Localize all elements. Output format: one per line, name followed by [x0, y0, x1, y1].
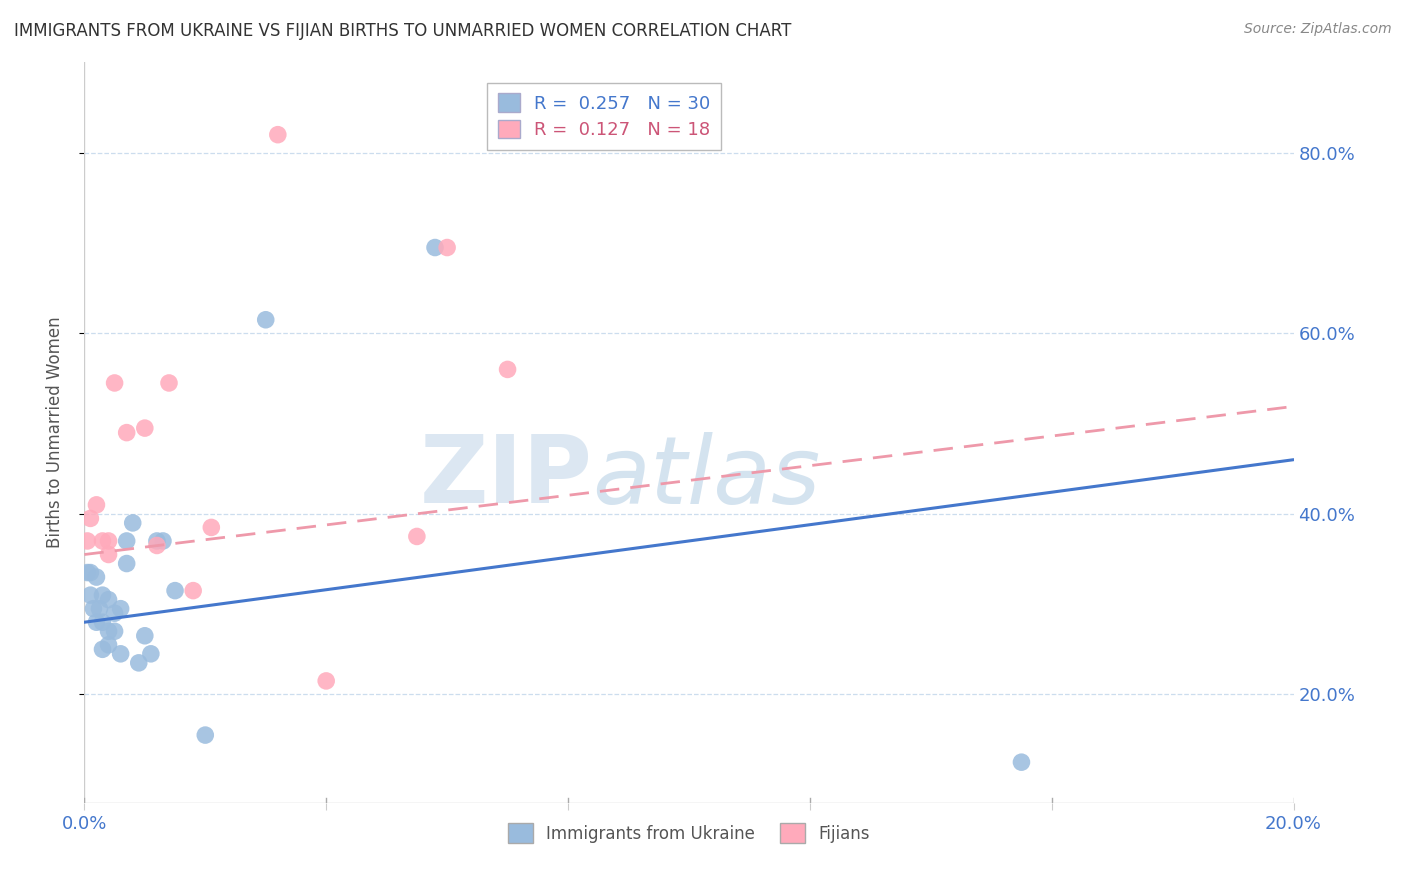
Point: [86, 615, 108, 630]
Point: [97, 592, 120, 607]
Point: [436, 241, 458, 255]
Text: Source: ZipAtlas.com: Source: ZipAtlas.com: [1244, 22, 1392, 37]
Point: [91, 615, 114, 630]
Point: [128, 656, 150, 670]
Point: [1011, 755, 1033, 769]
Point: [79, 511, 101, 525]
Point: [152, 533, 174, 548]
Point: [115, 557, 138, 571]
Point: [254, 312, 277, 326]
Point: [104, 376, 127, 390]
Point: [194, 728, 217, 742]
Point: [104, 606, 127, 620]
Point: [97, 533, 120, 548]
Point: [86, 498, 108, 512]
Point: [315, 673, 337, 688]
Point: [146, 533, 169, 548]
Text: ZIP: ZIP: [419, 431, 592, 523]
Point: [97, 638, 120, 652]
Point: [181, 583, 204, 598]
Point: [89, 601, 111, 615]
Point: [76, 533, 98, 548]
Y-axis label: Births to Unmarried Women: Births to Unmarried Women: [45, 317, 63, 549]
Point: [134, 421, 156, 435]
Point: [104, 624, 127, 639]
Point: [91, 533, 114, 548]
Point: [76, 566, 98, 580]
Point: [146, 539, 169, 553]
Point: [200, 520, 222, 534]
Point: [115, 533, 138, 548]
Point: [91, 642, 114, 657]
Point: [97, 624, 120, 639]
Point: [267, 128, 290, 142]
Point: [91, 588, 114, 602]
Point: [79, 566, 101, 580]
Point: [79, 588, 101, 602]
Point: [139, 647, 162, 661]
Point: [121, 516, 143, 530]
Point: [406, 529, 429, 543]
Point: [134, 629, 156, 643]
Point: [97, 548, 120, 562]
Point: [110, 647, 132, 661]
Point: [86, 570, 108, 584]
Point: [115, 425, 138, 440]
Text: atlas: atlas: [592, 432, 821, 523]
Point: [423, 241, 446, 255]
Point: [157, 376, 180, 390]
Legend: Immigrants from Ukraine, Fijians: Immigrants from Ukraine, Fijians: [502, 816, 876, 850]
Point: [165, 583, 187, 598]
Point: [496, 362, 519, 376]
Text: IMMIGRANTS FROM UKRAINE VS FIJIAN BIRTHS TO UNMARRIED WOMEN CORRELATION CHART: IMMIGRANTS FROM UKRAINE VS FIJIAN BIRTHS…: [14, 22, 792, 40]
Point: [110, 601, 132, 615]
Point: [82, 601, 104, 615]
